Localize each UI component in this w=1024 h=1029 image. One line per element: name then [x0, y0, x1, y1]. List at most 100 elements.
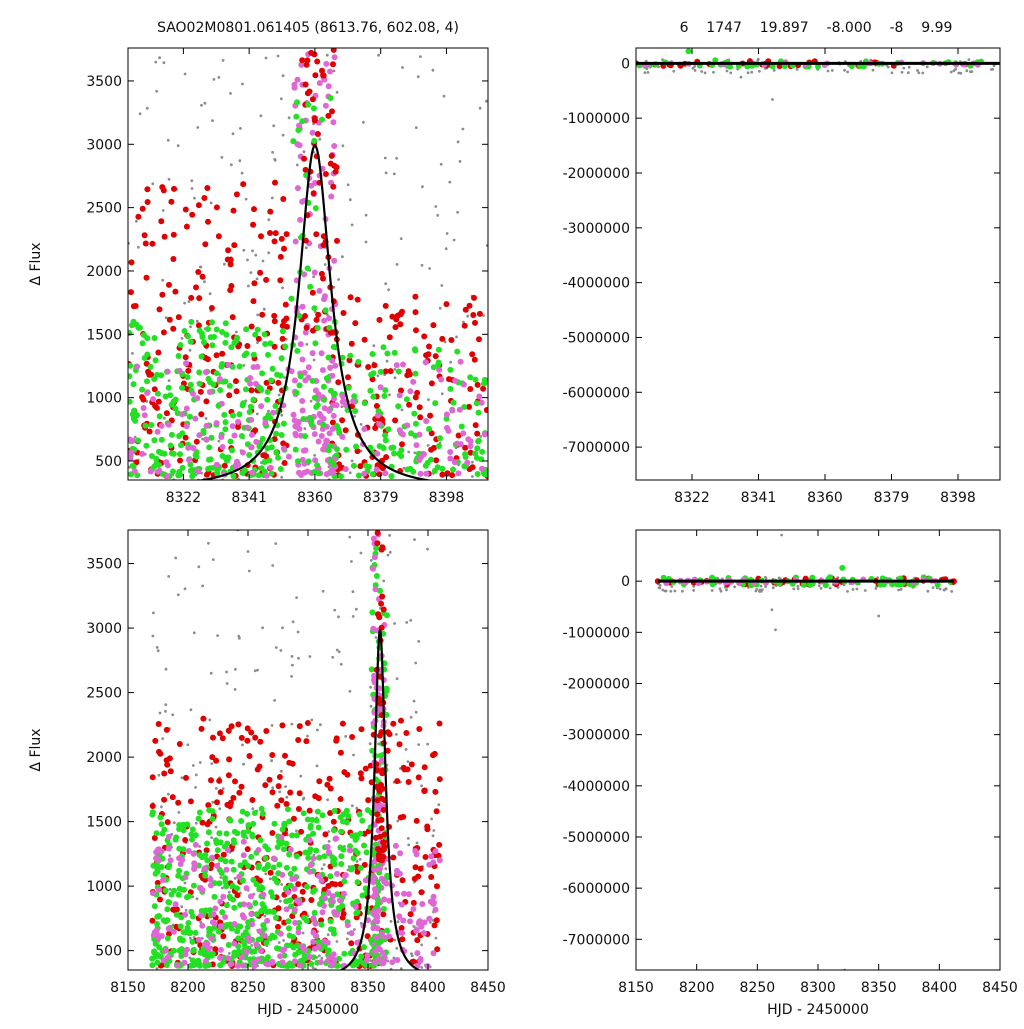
- point-green: [377, 368, 384, 375]
- point-magenta: [430, 950, 437, 957]
- point-grey: [485, 244, 488, 247]
- point-grey: [926, 589, 930, 593]
- point-magenta: [410, 906, 417, 912]
- point-grey: [350, 804, 354, 808]
- point-green: [161, 826, 168, 833]
- point-green: [261, 331, 268, 338]
- point-grey: [208, 718, 212, 722]
- point-grey: [693, 65, 696, 68]
- point-green: [281, 822, 288, 829]
- point-grey: [223, 262, 226, 266]
- point-grey: [750, 70, 754, 74]
- point-magenta: [250, 959, 257, 966]
- point-magenta: [190, 445, 197, 452]
- point-magenta: [150, 396, 157, 403]
- point-red: [250, 221, 257, 228]
- point-red: [431, 444, 437, 451]
- point-grey: [906, 71, 910, 75]
- point-green: [222, 419, 229, 426]
- point-green: [347, 843, 353, 850]
- point-green: [279, 328, 286, 335]
- point-grey: [746, 71, 750, 75]
- point-grey: [938, 587, 942, 591]
- point-green: [338, 828, 345, 835]
- point-green: [422, 462, 429, 469]
- point-magenta: [167, 857, 174, 864]
- point-green: [259, 907, 266, 914]
- point-magenta: [309, 129, 316, 136]
- point-grey: [290, 675, 293, 678]
- point-grey: [351, 590, 355, 594]
- point-green: [209, 816, 216, 822]
- point-grey: [354, 607, 358, 611]
- point-red: [278, 797, 285, 804]
- point-magenta: [183, 405, 190, 412]
- point-grey: [478, 106, 482, 110]
- point-red: [448, 337, 455, 343]
- point-green: [238, 818, 245, 824]
- point-red: [417, 865, 424, 872]
- point-grey: [167, 379, 171, 382]
- point-red: [171, 185, 177, 192]
- point-red: [313, 231, 320, 238]
- point-magenta: [154, 468, 161, 475]
- point-grey: [240, 171, 244, 175]
- point-red: [397, 814, 404, 821]
- point-grey: [430, 817, 433, 821]
- point-green: [352, 847, 359, 854]
- point-magenta: [330, 469, 336, 476]
- point-grey: [305, 343, 309, 346]
- point-green: [240, 932, 247, 939]
- plot-frame: [635, 47, 1001, 481]
- point-green: [224, 840, 231, 847]
- point-green: [368, 371, 375, 378]
- x-tick-label: 8360: [807, 490, 843, 506]
- point-magenta: [370, 565, 376, 572]
- point-red: [296, 790, 303, 797]
- point-red: [372, 834, 379, 841]
- point-red: [378, 825, 385, 832]
- point-green: [223, 830, 230, 837]
- point-magenta: [183, 423, 190, 430]
- point-magenta: [299, 303, 306, 310]
- point-red: [287, 789, 294, 796]
- point-magenta: [280, 445, 287, 452]
- point-red: [195, 202, 202, 209]
- point-green: [277, 466, 284, 472]
- point-green: [384, 872, 391, 879]
- point-grey: [301, 797, 305, 801]
- point-magenta: [419, 901, 426, 907]
- point-green: [412, 420, 419, 427]
- point-magenta: [327, 364, 334, 371]
- point-green: [170, 398, 177, 405]
- point-grey: [214, 787, 218, 790]
- point-green: [128, 373, 133, 380]
- point-green: [260, 810, 266, 817]
- point-green: [164, 935, 171, 942]
- y-tick-label: 0: [621, 56, 630, 72]
- point-magenta: [165, 925, 172, 932]
- point-grey: [405, 621, 409, 624]
- point-green: [211, 893, 218, 900]
- point-green: [361, 944, 367, 951]
- point-magenta: [287, 846, 294, 853]
- point-green: [176, 451, 183, 458]
- point-green: [207, 334, 214, 341]
- point-red: [414, 937, 421, 944]
- x-tick-label: 8450: [982, 980, 1018, 996]
- point-green: [660, 574, 667, 581]
- point-magenta: [248, 416, 255, 423]
- point-red: [282, 301, 289, 308]
- point-grey: [404, 748, 408, 751]
- point-green: [307, 283, 314, 290]
- point-red: [169, 794, 176, 801]
- point-green: [311, 394, 318, 401]
- point-red: [286, 759, 293, 766]
- point-magenta: [327, 68, 333, 75]
- point-green: [154, 913, 161, 920]
- point-green: [158, 450, 165, 457]
- point-grey: [967, 58, 971, 61]
- point-green: [310, 888, 317, 895]
- point-red: [412, 309, 419, 316]
- point-green: [209, 342, 216, 349]
